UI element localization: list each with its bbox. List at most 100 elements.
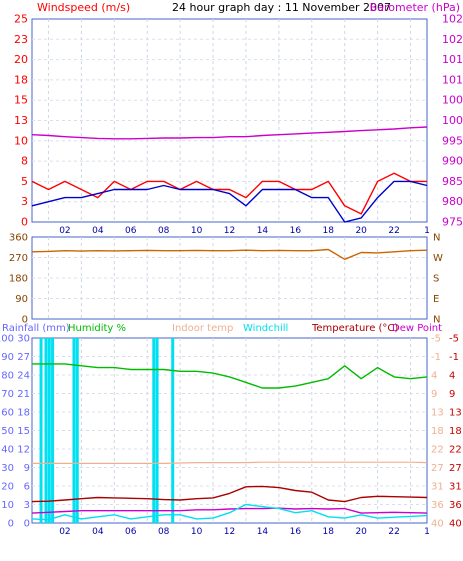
windspeed-tick-label: 3 <box>21 195 28 208</box>
barometer-tick-label: 975 <box>442 216 463 229</box>
indoor-temp-tick-label: 31 <box>431 482 444 493</box>
windspeed-tick-label: 18 <box>14 73 28 86</box>
indoor-temp-tick-label: 13 <box>431 408 444 419</box>
humidity-tick-label: 70 <box>1 389 14 400</box>
humidity-tick-label: 80 <box>1 371 14 382</box>
rainfall-tick-label: 21 <box>17 389 30 400</box>
windchill-spike <box>171 338 175 523</box>
temperature-tick-label: 22 <box>449 445 462 456</box>
rainfall-tick-label: 3 <box>24 500 30 511</box>
x-tick-label: 04 <box>92 226 104 236</box>
humidity-tick-label: 40 <box>1 445 14 456</box>
windspeed-tick-label: 13 <box>14 114 28 127</box>
barometer-tick-label: 1010 <box>442 73 463 86</box>
direction-compass-tick-label: N <box>433 233 440 244</box>
windspeed-average-line <box>31 180 428 223</box>
temperature-tick-label: 27 <box>449 463 462 474</box>
windchill-spike <box>155 338 159 523</box>
dewpoint-legend: Dew Point <box>392 323 442 334</box>
direction-compass-tick-label: W <box>433 253 443 264</box>
rainfall-tick-label: 24 <box>17 371 30 382</box>
temperature-axis-title: Temperature (°C) <box>311 323 398 334</box>
humidity-line <box>32 363 428 389</box>
indoor-temp-tick-label: 18 <box>431 426 444 437</box>
rainfall-tick-label: 0 <box>24 519 30 530</box>
barometer-tick-label: 1015 <box>442 53 463 66</box>
temperature-tick-label: -1 <box>449 352 459 363</box>
indoor-temp-line <box>32 461 428 464</box>
windspeed-tick-label: 20 <box>14 53 28 66</box>
direction-degree-tick-label: 0 <box>22 315 28 326</box>
direction-degree-tick-label: 90 <box>15 294 28 305</box>
humidity-tick-label: 90 <box>1 352 14 363</box>
indoor-temp-tick-label: -1 <box>431 352 441 363</box>
rainfall-tick-label: 30 <box>17 334 30 345</box>
x-tick-label: 12 <box>224 226 235 236</box>
grid-lines <box>32 19 427 523</box>
indoor-temp-tick-label: -5 <box>431 334 441 345</box>
indoor-temp-tick-label: 36 <box>431 500 444 511</box>
direction-degree-tick-label: 270 <box>9 253 28 264</box>
windchill-spike <box>72 338 76 523</box>
windchill-legend: Windchill <box>243 323 288 334</box>
x-tick-label: 02 <box>59 527 70 537</box>
humidity-axis-title: Humidity % <box>68 323 126 334</box>
temperature-line <box>31 485 428 503</box>
windspeed-tick-label: 25 <box>14 13 28 26</box>
x-tick-label: 22 <box>388 527 399 537</box>
series-layer <box>31 126 428 523</box>
windspeed-tick-label: 5 <box>21 175 28 188</box>
temperature-tick-label: 31 <box>449 482 462 493</box>
temperature-tick-label: 40 <box>449 519 462 530</box>
direction-degree-tick-label: 360 <box>9 233 28 244</box>
indoor-temp-tick-label: 27 <box>431 463 444 474</box>
indoor-temp-tick-label: 40 <box>431 519 444 530</box>
x-tick-label: 14 <box>257 226 269 236</box>
x-tick-label: 12 <box>224 527 235 537</box>
dewpoint-line <box>31 507 428 514</box>
temperature-tick-label: 36 <box>449 500 462 511</box>
windchill-spike <box>47 338 51 523</box>
windspeed-tick-label: 15 <box>14 94 28 107</box>
humidity-tick-label: 100 <box>0 334 14 345</box>
direction-compass-tick-label: N <box>433 315 440 326</box>
humidity-tick-label: 60 <box>1 408 14 419</box>
humidity-tick-label: 20 <box>1 482 14 493</box>
rainfall-tick-label: 6 <box>24 482 30 493</box>
barometer-tick-label: 990 <box>442 155 463 168</box>
barometer-tick-label: 1005 <box>442 94 463 107</box>
x-tick-label: 22 <box>388 226 399 236</box>
direction-compass-tick-label: E <box>433 294 439 305</box>
x-tick-label: 20 <box>355 527 367 537</box>
x-tick-label: 1 <box>424 226 430 236</box>
x-tick-label: 06 <box>125 226 137 236</box>
windchill-spike <box>152 338 156 523</box>
x-tick-label: 10 <box>191 226 203 236</box>
barometer-tick-label: 980 <box>442 195 463 208</box>
temperature-tick-label: -5 <box>449 334 459 345</box>
x-tick-label: 04 <box>92 527 104 537</box>
humidity-tick-label: 50 <box>1 426 14 437</box>
rainfall-tick-label: 12 <box>17 445 30 456</box>
windspeed-tick-label: 0 <box>21 216 28 229</box>
windspeed-axis-title: Windspeed (m/s) <box>37 1 130 14</box>
rainfall-tick-label: 27 <box>17 352 30 363</box>
windchill-spike <box>51 338 55 523</box>
windchill-spike <box>39 338 43 523</box>
direction-compass-tick-label: S <box>433 274 439 285</box>
temperature-tick-label: 18 <box>449 426 462 437</box>
x-tick-label: 08 <box>158 527 170 537</box>
windspeed-tick-label: 10 <box>14 134 28 147</box>
humidity-tick-label: 30 <box>1 463 14 474</box>
windspeed-tick-label: 23 <box>14 33 28 46</box>
graph-title: 24 hour graph day : 11 November 2007 <box>172 1 391 14</box>
rainfall-tick-label: 9 <box>24 463 30 474</box>
windchill-spike <box>44 338 48 523</box>
indoor-temp-tick-label: 4 <box>431 371 437 382</box>
rainfall-tick-label: 18 <box>17 408 30 419</box>
barometer-tick-label: 1025 <box>442 13 463 26</box>
x-tick-label: 18 <box>323 226 335 236</box>
